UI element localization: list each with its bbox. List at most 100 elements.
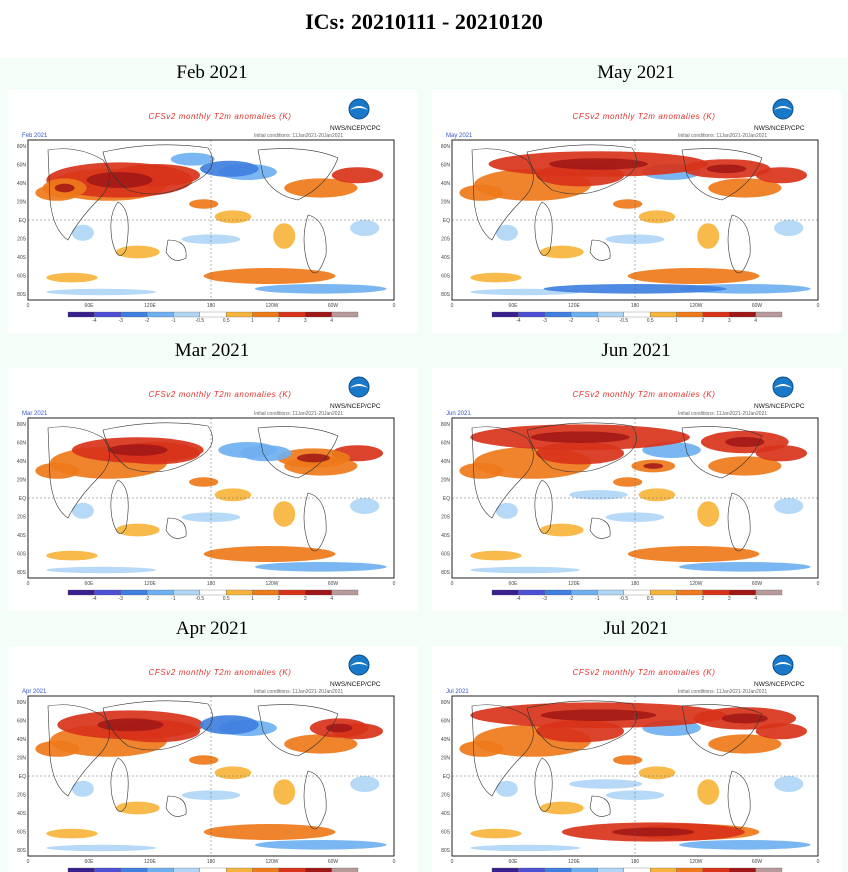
latitude-label: 40N [441,459,451,465]
longitude-label: 60E [509,303,519,309]
strong-warm-core [706,164,747,174]
plot-title: CFSv2 monthly T2m anomalies (K) [572,390,716,399]
longitude-label: 60W [328,859,339,865]
anomaly-map: CFSv2 monthly T2m anomalies (K) NWS/NCEP/… [8,90,418,333]
longitude-label: 180 [207,303,216,309]
colorbar-swatch [199,867,227,872]
latitude-label: EQ [443,218,450,224]
colorbar-tick-label: 2 [278,596,281,602]
colorbar-swatch [518,867,545,872]
colorbar-swatch [226,867,253,872]
colorbar-tick-label: -2 [569,318,574,324]
colorbar-swatch [252,311,280,318]
warm-anomaly-region [189,755,219,765]
colorbar: -4 -3 -2 -1 -0.5 0.5 1 2 3 4 [67,311,359,324]
warm-anomaly-region [284,734,358,754]
colorbar-tick-label: 0.5 [223,318,230,324]
strong-warm-core [721,713,768,724]
colorbar-tick-label: 1 [675,318,678,324]
latitude-label: EQ [443,774,450,780]
cool-anomaly-region [605,234,665,244]
colorbar-tick-label: 4 [330,596,333,602]
latitude-label: 40N [441,181,451,187]
latitude-label: 60N [441,163,451,169]
colorbar-tick-label: 3 [304,318,307,324]
initial-conditions-note: Initial conditions: 11Jan2021-20Jan2021 [678,689,768,695]
longitude-label: 120W [689,859,702,865]
longitude-label: 180 [631,581,640,587]
colorbar-swatch [67,589,95,596]
latitude-label: 20S [17,793,27,799]
strong-warm-core [548,158,648,170]
latitude-label: 80S [17,570,27,576]
colorbar-swatch [305,311,332,318]
longitude-label: 180 [207,581,216,587]
agency-label: NWS/NCEP/CPC [754,125,805,132]
colorbar-tick-label: -2 [145,596,150,602]
colorbar-tick-label: 4 [754,318,757,324]
strong-warm-core [643,463,664,469]
coastline [589,795,611,817]
coastline [47,704,110,797]
strong-warm-core [297,453,330,463]
latitude-label: 80S [441,570,451,576]
longitude-label: 120W [265,859,278,865]
initial-conditions-note: Initial conditions: 11Jan2021-20Jan2021 [254,689,344,695]
colorbar-swatch [650,311,677,318]
latitude-label: 60S [17,274,27,280]
coastline [102,144,213,195]
colorbar-tick-label: -3 [543,318,548,324]
colorbar-swatch [755,311,783,318]
latitude-label: EQ [443,496,450,502]
cool-anomaly-region [200,160,259,177]
latitude-label: 60N [441,719,451,725]
latitude-label: 20N [17,200,27,206]
colorbar-tick-label: 3 [728,318,731,324]
colorbar-swatch [755,589,783,596]
latitude-label: 80S [17,292,27,298]
colorbar-swatch [252,589,280,596]
colorbar-swatch [650,589,677,596]
warm-anomaly-region [331,167,384,184]
coastline [534,201,553,256]
longitude-label: 0 [393,859,396,865]
coastline [727,770,751,830]
coastline [102,700,213,751]
colorbar-swatch [676,311,704,318]
longitude-label: 0 [817,859,820,865]
coastline [257,148,339,201]
map-frame [27,139,395,301]
cool-anomaly-region [71,502,94,519]
latitude-label: 40N [17,459,27,465]
colorbar-swatch [67,311,95,318]
agency-label: NWS/NCEP/CPC [330,125,381,132]
noaa-logo-icon [772,376,794,398]
warm-anomaly-region [203,546,336,562]
longitude-label: 60W [328,303,339,309]
latitude-label: 80S [441,848,451,854]
cool-anomaly-region [495,502,518,519]
coastline [526,422,637,473]
plot-title: CFSv2 monthly T2m anomalies (K) [148,112,292,121]
latitude-label: 80S [17,848,27,854]
warm-anomaly-region [697,779,720,805]
longitude-label: 0 [451,303,454,309]
strong-warm-core [530,431,630,443]
coastline [257,704,339,757]
longitude-label: 0 [393,581,396,587]
colorbar-swatch [199,589,227,596]
longitude-label: 120W [265,303,278,309]
latitude-label: 60S [17,830,27,836]
map-panel: May 2021 CFSv2 monthly T2m anomalies (K) N… [424,58,848,336]
colorbar-tick-label: -0.5 [620,596,629,602]
coastline [534,757,553,812]
coastline [526,144,637,195]
longitude-label: 60E [509,859,519,865]
longitude-label: 60E [85,303,95,309]
longitude-label: 0 [451,581,454,587]
coastline [681,426,763,479]
cool-anomaly-region [605,512,665,522]
colorbar-tick-label: 3 [304,596,307,602]
coastline [303,492,327,552]
